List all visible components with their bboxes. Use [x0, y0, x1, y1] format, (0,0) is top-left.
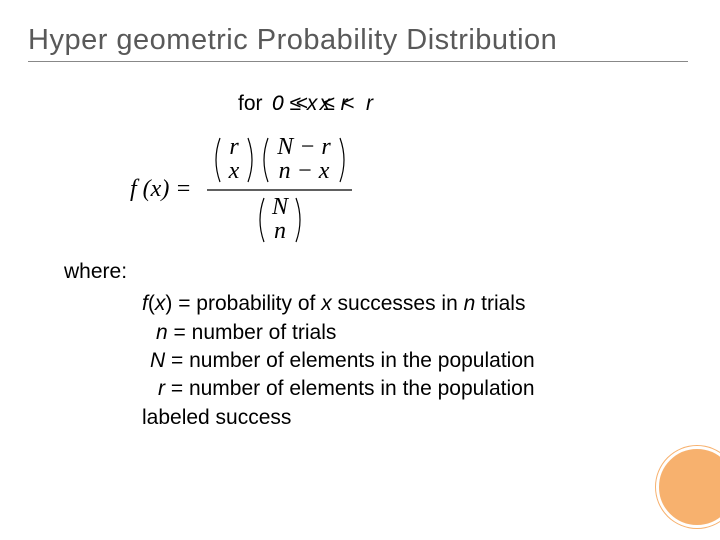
condition-expr-overlay: 0 ≤ x ≤ r	[272, 92, 348, 116]
formula-lhs: f (x) =	[130, 176, 192, 202]
paren-left-icon	[260, 198, 264, 242]
condition-prefix: for	[238, 92, 263, 116]
def-r-text: number of elements in the population	[189, 377, 535, 400]
binom-Nr-nx-upper: N − r	[276, 134, 331, 160]
eq-sign: =	[171, 377, 189, 400]
definition-list: f(x) = probability of x successes in n t…	[142, 290, 535, 432]
binom-r-x: r x	[216, 134, 252, 184]
binom-N-n: N n	[260, 194, 300, 244]
circle-decoration-icon	[656, 446, 720, 528]
def-N: N = number of elements in the population	[142, 347, 535, 375]
paren-right-icon	[340, 138, 344, 182]
def-n-text: number of trials	[192, 321, 337, 344]
binom-N-n-upper: N	[271, 194, 290, 220]
def-trailing: labeled success	[142, 404, 535, 432]
binom-Nr-nx-lower: n − x	[279, 158, 330, 184]
binom-Nr-nx: N − r n − x	[264, 134, 344, 184]
where-label: where:	[64, 258, 535, 286]
eq-sign: =	[178, 292, 196, 315]
def-n-sym: n	[156, 321, 168, 344]
def-r: r = number of elements in the population	[142, 375, 535, 403]
paren-right-icon	[296, 198, 300, 242]
paren-left-icon	[216, 138, 220, 182]
eq-sign: =	[171, 349, 189, 372]
def-n: n = number of trials	[142, 319, 535, 347]
def-N-sym: N	[150, 349, 165, 372]
def-r-sym: r	[158, 377, 165, 400]
formula: f (x) = r x N − r n − x N n	[130, 130, 360, 255]
where-block: where: f(x) = probability of x successes…	[64, 258, 535, 432]
def-fx-sym: f(x)	[142, 292, 172, 315]
title-underline	[28, 61, 688, 62]
binom-r-x-upper: r	[229, 134, 239, 160]
def-fx: f(x) = probability of x successes in n t…	[142, 290, 535, 318]
def-N-text: number of elements in the population	[189, 349, 535, 372]
slide-root: Hyper geometric Probability Distribution…	[0, 0, 720, 540]
paren-left-icon	[264, 138, 268, 182]
binom-N-n-lower: n	[274, 218, 286, 244]
page-title: Hyper geometric Probability Distribution	[28, 24, 720, 57]
binom-r-x-lower: x	[228, 158, 240, 184]
eq-sign: =	[174, 321, 192, 344]
def-fx-text: probability of x successes in n trials	[196, 292, 525, 315]
paren-right-icon	[248, 138, 252, 182]
formula-svg: f (x) = r x N − r n − x N n	[130, 130, 360, 250]
